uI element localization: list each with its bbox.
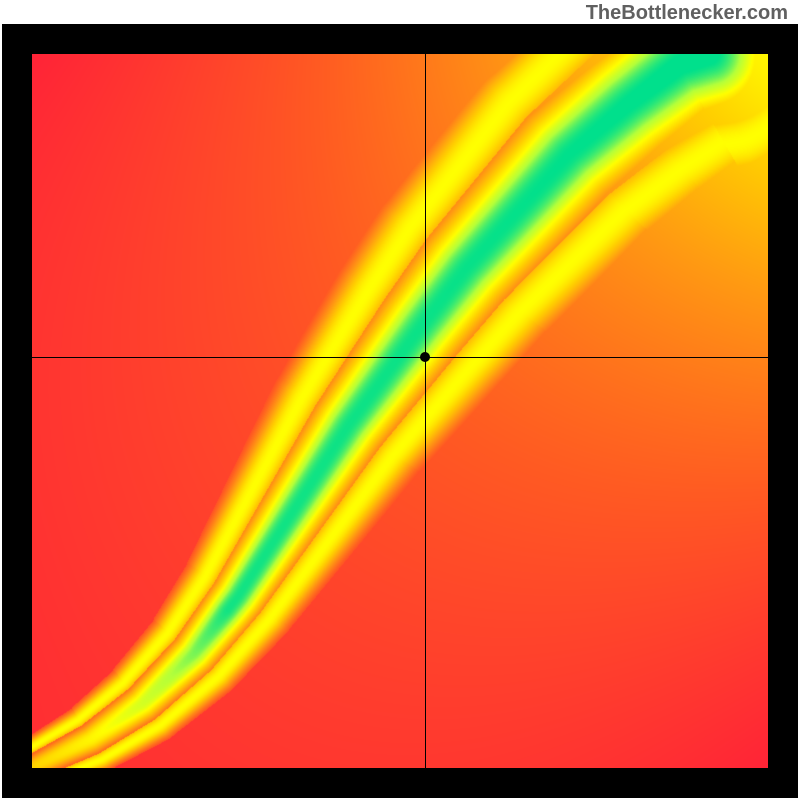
crosshair-horizontal: [32, 357, 768, 358]
marker-dot: [420, 352, 430, 362]
crosshair-vertical: [425, 54, 426, 768]
attribution-text: TheBottlenecker.com: [586, 2, 788, 25]
chart-container: TheBottlenecker.com: [0, 0, 800, 800]
plot-area: [32, 54, 768, 768]
heatmap-canvas: [32, 54, 768, 768]
